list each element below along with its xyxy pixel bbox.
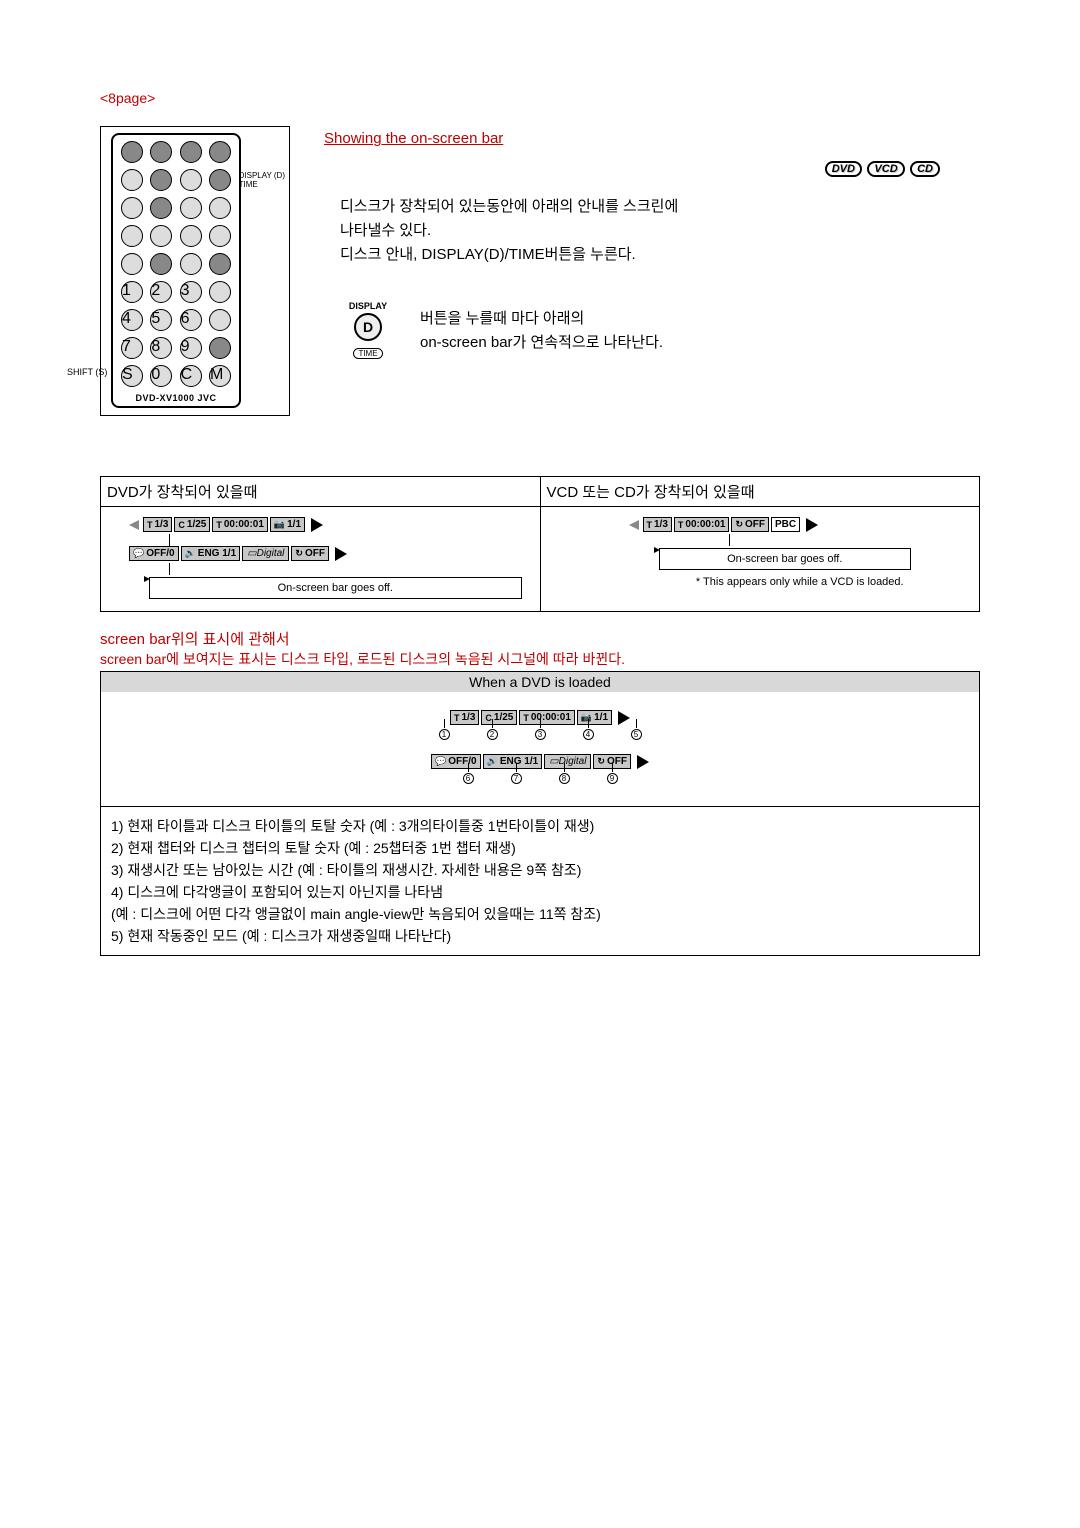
callout-num: 1 [439,729,450,740]
intro-text: 디스크가 장착되어 있는동안에 아래의 안내를 스크린에 나타낼수 있다. 디스… [320,195,980,267]
seg-subtitle: 💬OFF/0 [129,546,179,561]
scenario-dvd-body: T1/3 C1/25 T00:00:01 📷1/1 💬OFF/0 🔊ENG 1/… [101,507,540,611]
when-dvd-body: T1/3 C1/25 T00:00:01 📷1/1 1 2 3 4 5 💬OFF… [100,692,980,806]
seg-time: T00:00:01 [674,517,730,532]
top-row: SHIFT (S) DISPLAY (D)TIME 123 456 789 S0… [100,126,980,416]
remote-illustration: SHIFT (S) DISPLAY (D)TIME 123 456 789 S0… [100,126,290,416]
arrow-icon [129,520,139,530]
display-circle: D [354,313,382,341]
logo-vcd: VCD [867,161,904,177]
logo-dvd: DVD [825,161,862,177]
intro-line: 디스크가 장착되어 있는동안에 아래의 안내를 스크린에 [340,195,980,219]
disc-logos: DVD VCD CD [320,159,940,177]
remote-body: 123 456 789 S0CM DVD-XV1000 JVC [111,133,241,408]
play-icon [335,547,347,561]
seg-repeat: ↻OFF [731,517,769,532]
connector-line [169,534,170,546]
intro-line: 디스크 안내, DISPLAY(D)/TIME버튼을 누른다. [340,243,980,267]
osd-dvd-row2: 💬OFF/0 🔊ENG 1/1 ▭Digital ↻OFF [129,546,532,561]
seg-subtitle: 💬OFF/0 [431,754,481,769]
scenario-table: DVD가 장착되어 있을때 T1/3 C1/25 T00:00:01 📷1/1 … [100,476,980,612]
scenario-dvd: DVD가 장착되어 있을때 T1/3 C1/25 T00:00:01 📷1/1 … [101,477,541,611]
connector-line [169,563,170,575]
arrow-icon [629,520,639,530]
about-title: screen bar위의 표시에 관해서 [100,628,980,649]
seg-audio: 🔊ENG 1/1 [483,754,543,769]
seg-chapter: C1/25 [174,517,210,532]
scenario-vcd-head: VCD 또는 CD가 장착되어 있을때 [541,477,980,507]
seg-repeat: ↻OFF [291,546,329,561]
callouts-row2: 6 7 8 9 [444,773,636,784]
osd-goes-off: On-screen bar goes off. [149,577,522,599]
seg-title: T1/3 [450,710,479,725]
when-dvd-head: When a DVD is loaded [100,671,980,692]
seg-digital: ▭Digital [544,754,591,769]
logo-cd: CD [910,161,940,177]
osd-dvd-row1: T1/3 C1/25 T00:00:01 📷1/1 [129,517,532,532]
intro-line: 나타낼수 있다. [340,219,980,243]
callout-num: 7 [511,773,522,784]
explain-line: 2) 현재 챕터와 디스크 챕터의 토탈 숫자 (예 : 25챕터중 1번 챕터… [111,837,969,859]
play-icon [637,755,649,769]
intro-column: Showing the on-screen bar DVD VCD CD 디스크… [320,126,980,416]
seg-time: T00:00:01 [519,710,575,725]
explain-line: 3) 재생시간 또는 남아있는 시간 (예 : 타이틀의 재생시간. 자세한 내… [111,859,969,881]
press-text: 버튼을 누를때 마다 아래의 on-screen bar가 연속적으로 나타난다… [420,307,663,355]
callouts-row1: 1 2 3 4 5 [420,729,660,740]
osd-goes-off: On-screen bar goes off. [659,548,912,570]
scenario-dvd-head: DVD가 장착되어 있을때 [101,477,540,507]
remote-brand: DVD-XV1000 JVC [121,393,231,403]
seg-angle: 📷1/1 [270,517,305,532]
seg-chapter: C1/25 [481,710,517,725]
callout-num: 6 [463,773,474,784]
page-label: <8page> [100,90,980,106]
callout-num: 9 [607,773,618,784]
seg-angle: 📷1/1 [577,710,612,725]
explain-line: 1) 현재 타이틀과 디스크 타이틀의 토탈 숫자 (예 : 3개의타이틀중 1… [111,815,969,837]
explain-line: (예 : 디스크에 어떤 다각 앵글없이 main angle-view만 녹음… [111,903,969,925]
seg-title: T1/3 [143,517,172,532]
press-line: on-screen bar가 연속적으로 나타난다. [420,331,663,355]
display-side-label: DISPLAY (D)TIME [239,171,285,189]
explain-line: 5) 현재 작동중인 모드 (예 : 디스크가 재생중일때 나타난다) [111,925,969,947]
scenario-vcd: VCD 또는 CD가 장착되어 있을때 T1/3 T00:00:01 ↻OFF … [541,477,980,611]
explain-line: 4) 디스크에 다각앵글이 포함되어 있는지 아닌지를 나타냄 [111,881,969,903]
osd-diagram-row2: 💬OFF/0 🔊ENG 1/1 ▭Digital ↻OFF [431,754,649,769]
vcd-footnote: * This appears only while a VCD is loade… [629,576,972,588]
display-button-icon: DISPLAY D TIME [340,301,396,361]
callout-num: 2 [487,729,498,740]
play-icon [311,518,323,532]
callout-num: 5 [631,729,642,740]
display-bottom-label: TIME [353,348,382,359]
callout-num: 4 [583,729,594,740]
seg-audio: 🔊ENG 1/1 [181,546,241,561]
display-top-label: DISPLAY [340,301,396,311]
seg-digital: ▭Digital [242,546,289,561]
press-row: DISPLAY D TIME 버튼을 누를때 마다 아래의 on-screen … [320,301,980,361]
section-title: Showing the on-screen bar [320,130,980,147]
press-line: 버튼을 누를때 마다 아래의 [420,307,663,331]
osd-vcd-row1: T1/3 T00:00:01 ↻OFF PBC [629,517,972,532]
callout-num: 3 [535,729,546,740]
callout-num: 8 [559,773,570,784]
shift-label: SHIFT (S) [67,367,107,377]
play-icon [618,711,630,725]
about-subtitle: screen bar에 보여지는 표시는 디스크 타입, 로드된 디스크의 녹음… [100,649,980,669]
connector-line [729,534,730,546]
scenario-vcd-body: T1/3 T00:00:01 ↻OFF PBC On-screen bar go… [541,507,980,594]
play-icon [806,518,818,532]
seg-pbc: PBC [771,517,800,532]
seg-title: T1/3 [643,517,672,532]
seg-time: T00:00:01 [212,517,268,532]
explain-list: 1) 현재 타이틀과 디스크 타이틀의 토탈 숫자 (예 : 3개의타이틀중 1… [100,806,980,956]
